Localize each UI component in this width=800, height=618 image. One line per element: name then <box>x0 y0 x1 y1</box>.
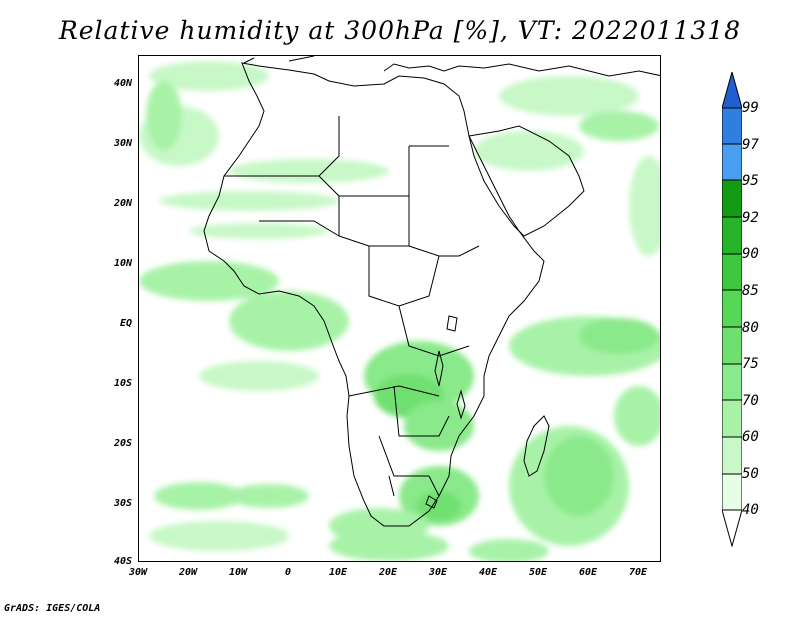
map-title: Relative humidity at 300hPa [%], VT: 202… <box>58 16 742 45</box>
lat-tick-20n: 20N <box>113 198 132 209</box>
lat-tick-30n: 30N <box>113 138 132 149</box>
lon-tick-10w: 10W <box>228 567 248 578</box>
colorbar-label-92: 92 <box>742 210 759 226</box>
map-panel <box>138 55 661 562</box>
colorbar-label-90: 90 <box>742 246 759 262</box>
humidity-shading <box>139 61 660 561</box>
lat-tick-20s: 20S <box>113 438 132 449</box>
colorbar-label-97: 97 <box>742 137 759 153</box>
lon-tick-30w: 30W <box>128 567 148 578</box>
humidity-field <box>139 56 660 561</box>
coastlines <box>203 56 660 527</box>
lat-tick-40s: 40S <box>113 556 132 567</box>
colorbar-label-60: 60 <box>742 429 759 445</box>
lon-tick-0: 0 <box>284 567 292 578</box>
colorbar-label-50: 50 <box>742 466 759 482</box>
lon-tick-10e: 10E <box>328 567 348 578</box>
colorbar-top-arrow <box>722 72 742 109</box>
colorbar <box>722 72 742 547</box>
lat-tick-10n: 10N <box>113 258 132 269</box>
lon-tick-20e: 20E <box>378 567 398 578</box>
lon-tick-20w: 20W <box>178 567 198 578</box>
colorbar-label-80: 80 <box>742 320 759 336</box>
colorbar-label-75: 75 <box>742 356 759 372</box>
lat-tick-30s: 30S <box>113 498 132 509</box>
lat-tick-40n: 40N <box>113 78 132 89</box>
credit-text: GrADS: IGES/COLA <box>4 603 101 614</box>
lon-tick-60e: 60E <box>578 567 598 578</box>
colorbar-label-85: 85 <box>742 283 759 299</box>
colorbar-label-70: 70 <box>742 393 759 409</box>
colorbar-label-40: 40 <box>742 502 759 518</box>
lat-tick-10s: 10S <box>113 378 132 389</box>
lon-tick-30e: 30E <box>428 567 448 578</box>
lon-tick-50e: 50E <box>528 567 548 578</box>
colorbar-bottom-arrow <box>722 509 742 547</box>
colorbar-label-99: 99 <box>742 100 759 116</box>
lon-tick-40e: 40E <box>478 567 498 578</box>
lon-tick-70e: 70E <box>628 567 648 578</box>
lat-tick-eq: EQ <box>119 318 132 329</box>
colorbar-label-95: 95 <box>742 173 759 189</box>
